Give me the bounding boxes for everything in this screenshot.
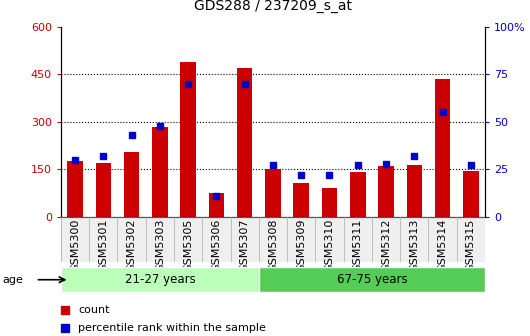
Bar [209,193,224,217]
Text: GDS288 / 237209_s_at: GDS288 / 237209_s_at [194,0,352,13]
Text: GSM5302: GSM5302 [127,219,137,272]
Text: GSM5311: GSM5311 [353,219,363,272]
Bar [89,217,118,262]
Text: GSM5315: GSM5315 [466,219,476,272]
Bar [343,217,372,262]
Bar [315,217,343,262]
Bar [265,169,281,217]
Text: GSM5310: GSM5310 [324,219,334,272]
Bar [322,188,337,217]
Bar [372,217,400,262]
Bar [124,152,139,217]
Text: GSM5300: GSM5300 [70,219,80,272]
Text: GSM5303: GSM5303 [155,219,165,272]
Bar [67,161,83,217]
Text: GSM5305: GSM5305 [183,219,193,272]
Text: GSM5312: GSM5312 [381,219,391,272]
Text: age: age [3,275,23,285]
Text: count: count [78,305,109,315]
Bar [174,217,202,262]
Bar [294,183,309,217]
Bar [118,217,146,262]
Text: GSM5309: GSM5309 [296,219,306,272]
Bar [457,217,485,262]
Bar [152,127,167,217]
Text: GSM5306: GSM5306 [211,219,222,272]
Bar [463,171,479,217]
Text: GSM5314: GSM5314 [438,219,447,272]
Bar [180,62,196,217]
Bar [400,217,428,262]
Text: 21-27 years: 21-27 years [125,273,195,286]
Bar [237,68,252,217]
Bar [259,267,485,292]
Bar [350,172,366,217]
Bar [231,217,259,262]
Bar [146,217,174,262]
Text: GSM5313: GSM5313 [409,219,419,272]
Text: 67-75 years: 67-75 years [337,273,407,286]
Text: percentile rank within the sample: percentile rank within the sample [78,323,266,333]
Bar [407,165,422,217]
Bar [259,217,287,262]
Bar [61,217,89,262]
Text: GSM5301: GSM5301 [99,219,108,272]
Bar [61,267,259,292]
Bar [428,217,457,262]
Bar [378,166,394,217]
Bar [287,217,315,262]
Bar [95,163,111,217]
Text: GSM5308: GSM5308 [268,219,278,272]
Bar [435,79,450,217]
Text: GSM5307: GSM5307 [240,219,250,272]
Bar [202,217,231,262]
